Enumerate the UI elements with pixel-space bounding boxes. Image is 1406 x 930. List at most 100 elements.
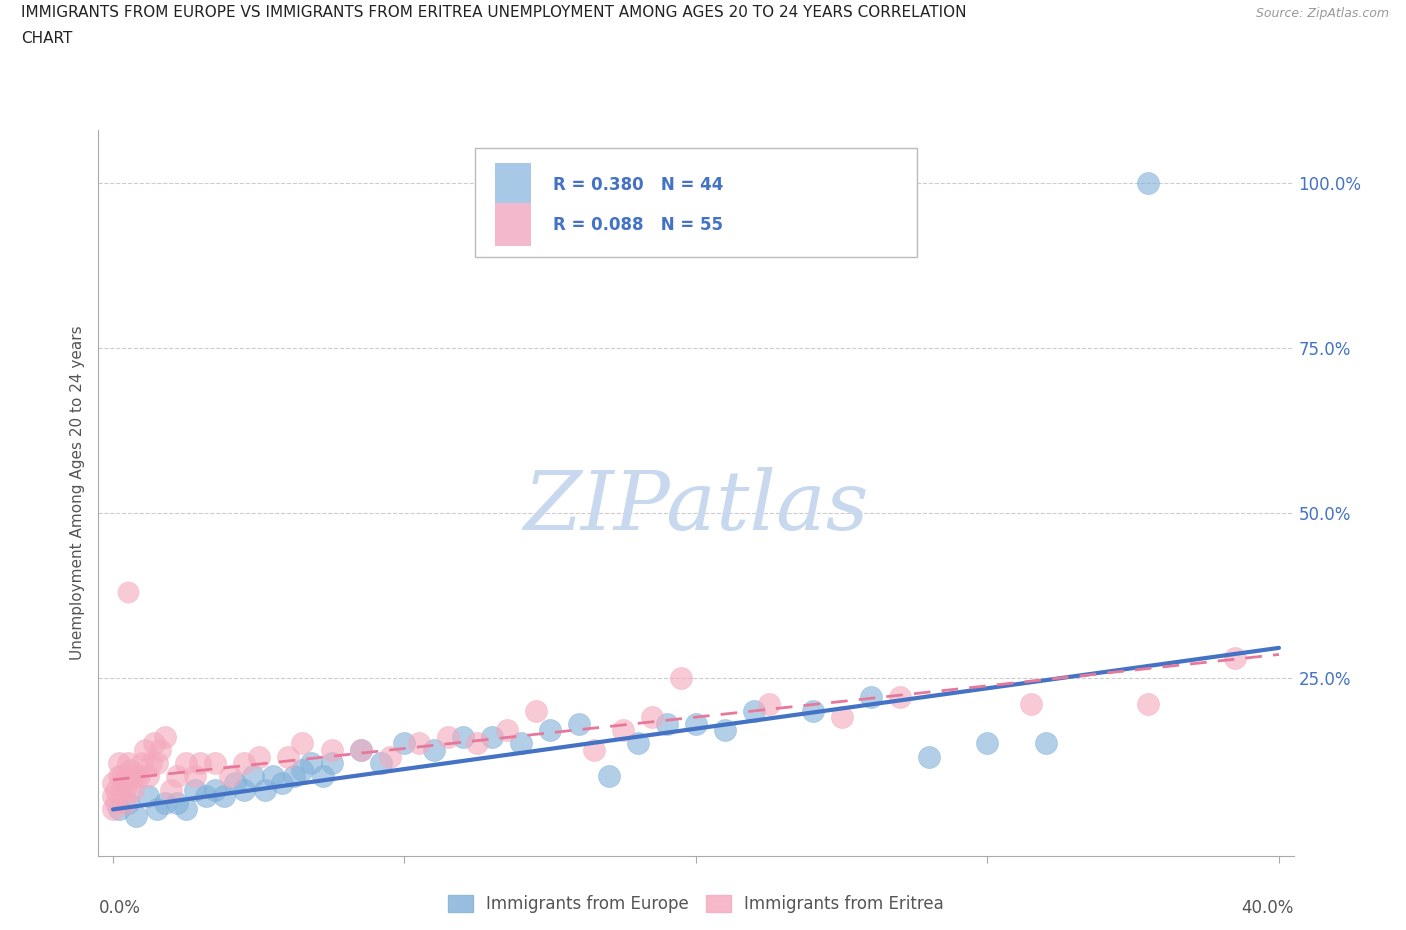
Point: [101, 776, 124, 790]
Point: [111, 782, 134, 797]
Point: [142, 736, 165, 751]
Point: [538, 723, 561, 737]
Point: [408, 736, 430, 751]
Point: [495, 723, 517, 737]
Point: [166, 795, 188, 810]
Point: [394, 736, 416, 751]
Point: [831, 710, 853, 724]
Point: [277, 750, 299, 764]
Point: [131, 756, 153, 771]
Point: [524, 703, 547, 718]
Point: [139, 756, 162, 771]
Point: [101, 802, 124, 817]
FancyBboxPatch shape: [475, 149, 917, 258]
Point: [125, 808, 148, 823]
Point: [134, 743, 156, 758]
Point: [262, 769, 284, 784]
Text: ZIPatlas: ZIPatlas: [523, 468, 869, 548]
Point: [291, 763, 314, 777]
Text: 40.0%: 40.0%: [1241, 899, 1294, 917]
Text: Source: ZipAtlas.com: Source: ZipAtlas.com: [1256, 7, 1389, 20]
Point: [253, 782, 276, 797]
Text: R = 0.088   N = 55: R = 0.088 N = 55: [553, 216, 723, 233]
Point: [242, 769, 264, 784]
Point: [104, 795, 127, 810]
Bar: [495, 163, 531, 206]
Point: [378, 750, 401, 764]
Point: [190, 756, 212, 771]
Bar: [495, 203, 531, 246]
Point: [155, 729, 177, 744]
Y-axis label: Unemployment Among Ages 20 to 24 years: Unemployment Among Ages 20 to 24 years: [69, 326, 84, 660]
Point: [976, 736, 998, 751]
Point: [101, 789, 124, 804]
Point: [145, 802, 167, 817]
Point: [437, 729, 460, 744]
Point: [204, 782, 226, 797]
Point: [568, 716, 591, 731]
Point: [120, 763, 142, 777]
Point: [108, 756, 131, 771]
Point: [1136, 176, 1159, 191]
Point: [283, 769, 305, 784]
Point: [120, 776, 142, 790]
Point: [859, 690, 882, 705]
Point: [136, 789, 159, 804]
Point: [714, 723, 737, 737]
Text: IMMIGRANTS FROM EUROPE VS IMMIGRANTS FROM ERITREA UNEMPLOYMENT AMONG AGES 20 TO : IMMIGRANTS FROM EUROPE VS IMMIGRANTS FRO…: [21, 5, 966, 20]
Point: [233, 782, 256, 797]
Text: R = 0.380   N = 44: R = 0.380 N = 44: [553, 176, 723, 193]
Text: 0.0%: 0.0%: [98, 899, 141, 917]
Point: [671, 671, 693, 685]
Point: [108, 802, 131, 817]
Point: [247, 750, 270, 764]
Point: [1225, 650, 1247, 665]
Point: [612, 723, 634, 737]
Point: [350, 743, 373, 758]
Point: [174, 756, 197, 771]
Point: [183, 782, 205, 797]
Point: [627, 736, 650, 751]
Point: [155, 795, 177, 810]
Legend: Immigrants from Europe, Immigrants from Eritrea: Immigrants from Europe, Immigrants from …: [441, 888, 950, 920]
Point: [149, 743, 172, 758]
Point: [218, 769, 240, 784]
Point: [451, 729, 474, 744]
Point: [108, 769, 131, 784]
Point: [582, 743, 605, 758]
Point: [801, 703, 824, 718]
Point: [481, 729, 503, 744]
Point: [117, 769, 139, 784]
Point: [321, 743, 343, 758]
Point: [195, 789, 218, 804]
Point: [117, 584, 139, 599]
Point: [204, 756, 226, 771]
Point: [510, 736, 533, 751]
Point: [122, 782, 145, 797]
Point: [758, 697, 780, 711]
Point: [117, 756, 139, 771]
Point: [114, 782, 136, 797]
Point: [467, 736, 489, 751]
Point: [641, 710, 664, 724]
Point: [598, 769, 620, 784]
Point: [1136, 697, 1159, 711]
Point: [145, 756, 167, 771]
Point: [1019, 697, 1042, 711]
Point: [1035, 736, 1057, 751]
Point: [312, 769, 335, 784]
Point: [655, 716, 678, 731]
Point: [370, 756, 392, 771]
Point: [685, 716, 707, 731]
Point: [224, 776, 246, 790]
Point: [742, 703, 765, 718]
Point: [422, 743, 444, 758]
Point: [291, 736, 314, 751]
Point: [212, 789, 235, 804]
Point: [233, 756, 256, 771]
Point: [918, 750, 941, 764]
Text: CHART: CHART: [21, 31, 73, 46]
Point: [166, 769, 188, 784]
Point: [321, 756, 343, 771]
Point: [350, 743, 373, 758]
